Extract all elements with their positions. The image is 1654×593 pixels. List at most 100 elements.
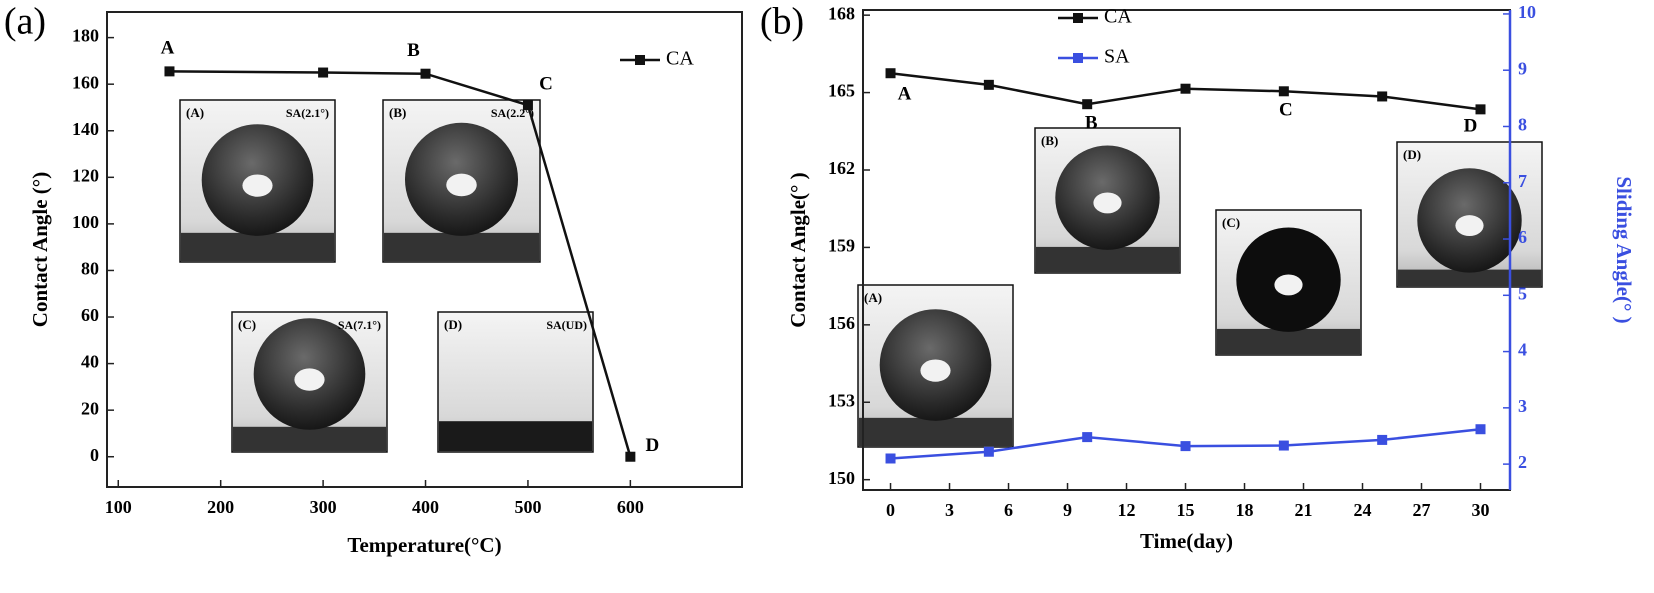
legend-marker — [1073, 13, 1083, 23]
y2-tick-label: 9 — [1518, 58, 1527, 78]
x-tick-label: 100 — [105, 497, 132, 517]
inset-substrate — [233, 426, 386, 451]
x-tick-label: 400 — [412, 497, 439, 517]
data-marker — [420, 68, 431, 79]
y-tick-label: 180 — [72, 26, 99, 46]
panel-label: (b) — [760, 1, 804, 43]
chart-panel: (b)(A)(B)(C)(D)0 3 6 9 12 15 18 21 24 27 301501531… — [760, 1, 1636, 553]
droplet-highlight — [920, 359, 951, 382]
y-tick-label: 153 — [828, 390, 855, 410]
x-tick-label: 3 — [945, 500, 954, 520]
inset-label: (A) — [186, 105, 204, 120]
x-tick-label: 0 — [886, 500, 895, 520]
point-label: A — [161, 38, 175, 59]
y-axis-label: Contact Angle(° ) — [786, 172, 810, 327]
plot-frame — [106, 11, 743, 488]
data-marker — [164, 66, 175, 77]
data-marker — [983, 79, 994, 90]
x-tick-label: 30 — [1472, 500, 1490, 520]
y-tick-label: 150 — [828, 468, 855, 488]
inset-label: (B) — [1041, 133, 1058, 148]
data-marker — [983, 446, 994, 457]
y2-tick-label: 10 — [1518, 2, 1536, 22]
legend-marker — [635, 55, 645, 65]
y-tick-label: 140 — [72, 119, 99, 139]
x-tick-label: 9 — [1063, 500, 1072, 520]
point-label: D — [645, 435, 659, 456]
y-tick-label: 120 — [72, 165, 99, 185]
data-marker — [885, 68, 896, 79]
data-marker — [1377, 434, 1388, 445]
x-tick-label: 6 — [1004, 500, 1013, 520]
x-tick-label: 200 — [207, 497, 234, 517]
inset-label: (B) — [389, 105, 406, 120]
y2-axis-label: Sliding Angle(° ) — [1612, 176, 1636, 323]
x-tick-label: 300 — [310, 497, 337, 517]
y-tick-label: 165 — [828, 81, 855, 101]
inset-substrate — [1398, 269, 1541, 286]
legend-label: SA — [1104, 46, 1130, 68]
y-tick-label: 80 — [81, 259, 99, 279]
droplet-highlight — [294, 368, 325, 391]
point-label: C — [539, 73, 553, 94]
data-marker — [1377, 91, 1388, 102]
droplet-highlight — [1455, 215, 1484, 237]
y-tick-label: 60 — [81, 305, 99, 325]
x-tick-label: 600 — [617, 497, 644, 517]
y-tick-label: 156 — [828, 313, 855, 333]
inset-label: (C) — [1222, 215, 1240, 230]
point-label: A — [898, 84, 912, 105]
inset-label: (D) — [444, 317, 462, 332]
legend-label: CA — [666, 48, 694, 70]
point-label: D — [1464, 116, 1478, 137]
chart-panel: (a)(A) SA(2.1°) (B) SA(2.2°)(C) SA(7.1°) (D) S… — [4, 1, 743, 557]
data-marker — [522, 100, 533, 111]
data-marker — [1082, 99, 1093, 110]
inset-substrate — [181, 232, 334, 261]
x-tick-label: 24 — [1354, 500, 1372, 520]
x-tick-label: 500 — [514, 497, 541, 517]
data-marker — [885, 453, 896, 464]
y-tick-label: 0 — [90, 445, 99, 465]
y-tick-label: 160 — [72, 72, 99, 92]
inset-substrate — [384, 232, 539, 261]
y2-tick-label: 8 — [1518, 115, 1527, 135]
y2-tick-label: 2 — [1518, 452, 1527, 472]
x-axis-label: Time(day) — [1140, 529, 1233, 553]
point-label: C — [1279, 100, 1293, 121]
data-marker — [318, 67, 329, 78]
data-marker — [1180, 83, 1191, 94]
point-label: B — [407, 40, 420, 61]
data-marker — [1278, 86, 1289, 97]
droplet-highlight — [1093, 192, 1122, 214]
inset-note: SA(7.1°) — [338, 318, 381, 332]
x-tick-label: 27 — [1413, 500, 1431, 520]
y2-tick-label: 6 — [1518, 227, 1527, 247]
legend-marker — [1073, 53, 1083, 63]
data-marker — [1278, 440, 1289, 451]
inset-substrate — [1036, 246, 1179, 272]
inset-substrate — [1217, 328, 1360, 354]
x-tick-label: 18 — [1236, 500, 1254, 520]
y2-tick-label: 3 — [1518, 396, 1527, 416]
inset-label: (C) — [238, 317, 256, 332]
y-tick-label: 40 — [81, 352, 99, 372]
y-tick-label: 168 — [828, 3, 855, 23]
inset-label: (A) — [864, 290, 882, 305]
inset-note: SA(2.1°) — [286, 106, 329, 120]
data-marker — [1082, 432, 1093, 443]
point-label: B — [1085, 113, 1098, 134]
data-marker — [625, 451, 636, 462]
y2-tick-label: 5 — [1518, 283, 1527, 303]
data-marker — [1180, 441, 1191, 452]
y-tick-label: 100 — [72, 212, 99, 232]
y-tick-label: 159 — [828, 236, 855, 256]
panel-label: (a) — [4, 1, 46, 43]
droplet-highlight — [1274, 274, 1303, 296]
y-tick-label: 162 — [828, 158, 855, 178]
y2-tick-label: 4 — [1518, 340, 1527, 360]
inset-note: SA(UD) — [546, 318, 587, 332]
data-marker — [1475, 424, 1486, 435]
inset-label: (D) — [1403, 147, 1421, 162]
